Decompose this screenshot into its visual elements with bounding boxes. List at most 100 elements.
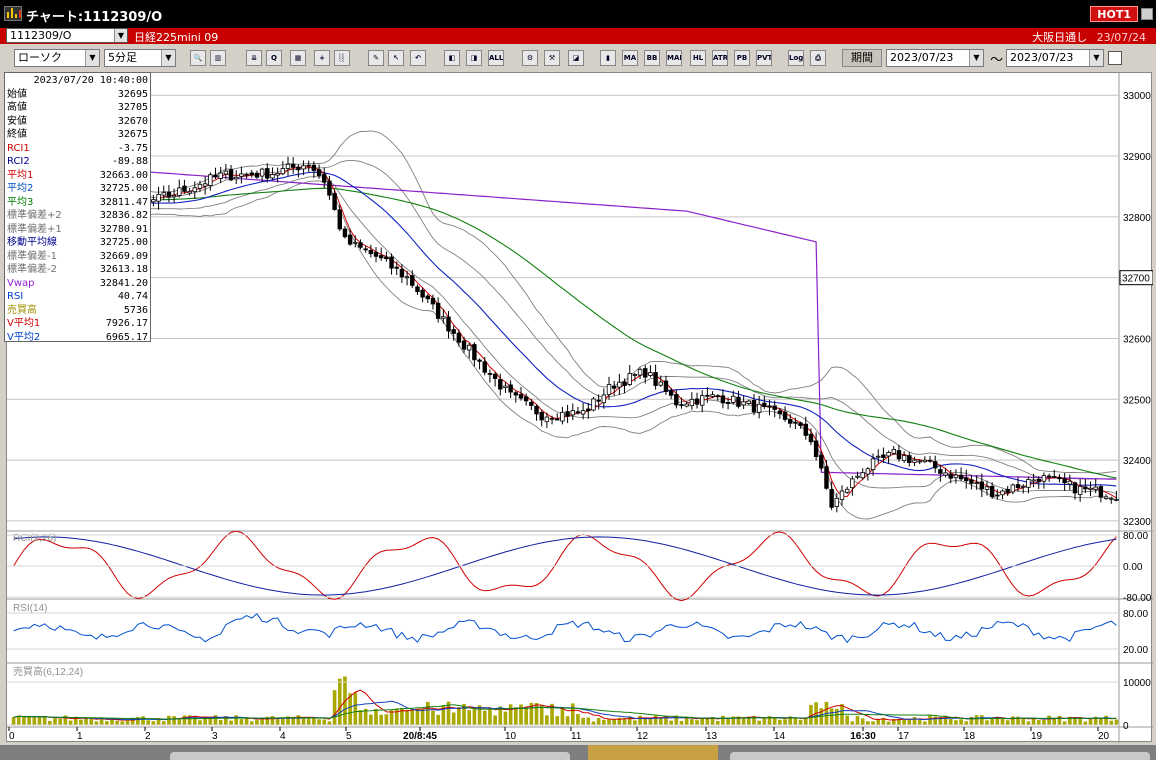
candle-left-icon[interactable]: ◧: [444, 50, 460, 66]
bb-button[interactable]: BB: [644, 50, 660, 66]
volume-bar: [182, 715, 187, 725]
candle-body: [772, 405, 777, 410]
volume-bar: [767, 716, 772, 725]
volume-bar: [570, 703, 575, 725]
market-info: 大阪日通し 23/07/24: [1032, 29, 1146, 45]
window-titlebar[interactable]: チャート:1112309/O HOT1: [0, 0, 1156, 28]
grid-icon[interactable]: ▥: [210, 50, 226, 66]
pvt-button[interactable]: PVT: [756, 50, 772, 66]
x-tick-label: 20/8:45: [403, 731, 437, 742]
bars-icon[interactable]: ▮: [600, 50, 616, 66]
calendar-icon[interactable]: ▼: [1089, 50, 1103, 66]
tools-icon[interactable]: ⚒: [544, 50, 560, 66]
period-button[interactable]: 期間: [842, 49, 882, 67]
chart-type-select[interactable]: ローソク ▼: [14, 49, 100, 67]
ma1-line: [13, 166, 1117, 499]
download-icon[interactable]: ⇊: [246, 50, 262, 66]
rci-tick-label: -80.00: [1123, 593, 1152, 604]
volume-bar: [286, 716, 290, 725]
candle-body: [586, 408, 591, 412]
data-row: 高値 32705: [7, 101, 148, 115]
hl-button[interactable]: HL: [690, 50, 706, 66]
market-name: 大阪日通し: [1032, 31, 1088, 44]
candle-body: [808, 433, 814, 443]
chart-canvas[interactable]: 3300032900328003270032600325003240032300…: [7, 73, 1153, 743]
bottom-scroll-strip[interactable]: [0, 745, 1156, 760]
volume-bar: [451, 712, 456, 725]
candle-body: [306, 164, 311, 167]
ma-button[interactable]: MA: [622, 50, 638, 66]
volume-bar: [622, 718, 627, 725]
symbol-select[interactable]: 1112309/O ▼: [6, 28, 128, 43]
disabled-icon[interactable]: ░: [334, 50, 350, 66]
volume-bar: [757, 720, 761, 725]
volume-bar: [53, 718, 57, 725]
scroll-thumb[interactable]: [588, 745, 718, 760]
date-to-input[interactable]: 2023/07/23 ▼: [1006, 49, 1104, 67]
interval-select[interactable]: 5分足 ▼: [104, 49, 176, 67]
volume-bar: [881, 717, 886, 725]
candle-body: [415, 286, 420, 293]
candle-right-icon[interactable]: ◨: [466, 50, 482, 66]
volume-bar: [425, 701, 430, 725]
chart-search-icon[interactable]: Q: [266, 50, 282, 66]
volume-bar: [1026, 721, 1031, 725]
x-tick-label: 10: [505, 731, 517, 742]
volume-bar: [565, 716, 570, 725]
atr-button[interactable]: ATR: [712, 50, 728, 66]
period-checkbox[interactable]: [1108, 51, 1122, 65]
x-tick-label: 16:30: [850, 731, 876, 742]
candle-body: [368, 250, 374, 255]
zoom-icon[interactable]: 🔍: [190, 50, 206, 66]
volume-bar: [32, 716, 37, 725]
symbol-infobar: 1112309/O ▼ 日経225mini 09 大阪日通し 23/07/24: [0, 28, 1156, 44]
print-icon[interactable]: ⎙: [810, 50, 826, 66]
volume-bar: [1005, 720, 1010, 725]
volume-bar: [431, 710, 435, 725]
minimize-icon[interactable]: [1141, 8, 1153, 20]
date-from-input[interactable]: 2023/07/23 ▼: [886, 49, 984, 67]
candle-body: [938, 469, 943, 474]
chevron-down-icon[interactable]: ▼: [114, 29, 127, 42]
data-row-label: 移動平均線: [7, 237, 57, 248]
window-title: チャート:1112309/O: [26, 10, 163, 25]
volume-bar: [208, 718, 213, 725]
volume-bar: [301, 717, 306, 725]
volume-panel-title: 売買高(6,12,24): [13, 665, 83, 678]
candle-body: [498, 379, 503, 390]
candle-body: [793, 421, 798, 424]
volume-bar: [457, 707, 461, 725]
volume-bar: [260, 718, 264, 725]
volume-bar: [886, 721, 891, 725]
hot-badge[interactable]: HOT1: [1090, 6, 1138, 22]
mae-button[interactable]: MAE: [666, 50, 682, 66]
all-button[interactable]: ALL: [488, 50, 504, 66]
candle-body: [482, 361, 487, 373]
log-button[interactable]: Log: [788, 50, 804, 66]
chevron-down-icon[interactable]: ▼: [85, 50, 99, 66]
ma3-line: [13, 187, 1117, 479]
volume-bar: [130, 717, 135, 725]
data-row-label: 標準偏差-2: [7, 264, 57, 275]
cursor-icon[interactable]: ↖: [388, 50, 404, 66]
pencil-icon[interactable]: ✎: [368, 50, 384, 66]
rci-tick-label: 0.00: [1123, 562, 1143, 573]
undo-icon[interactable]: ↶: [410, 50, 426, 66]
volume-bar: [519, 704, 523, 725]
add-chart-icon[interactable]: +: [314, 50, 330, 66]
volume-bar: [192, 716, 197, 725]
volume-bar: [249, 721, 254, 725]
calendar-icon[interactable]: ▼: [969, 50, 983, 66]
bar-chart-icon[interactable]: ▦: [290, 50, 306, 66]
volume-bar: [1047, 715, 1051, 725]
settings-icon[interactable]: ⚙: [522, 50, 538, 66]
volume-tick-label: 0: [1123, 721, 1129, 732]
volume-bar: [948, 719, 953, 725]
pb-button[interactable]: PB: [734, 50, 750, 66]
chevron-down-icon[interactable]: ▼: [161, 50, 175, 66]
candle-body: [218, 172, 223, 179]
data-row-label: 標準偏差-1: [7, 250, 57, 262]
chart-area[interactable]: 3300032900328003270032600325003240032300…: [6, 72, 1153, 743]
data-row-value: -89.88: [111, 156, 148, 167]
palette-icon[interactable]: ◪: [568, 50, 584, 66]
